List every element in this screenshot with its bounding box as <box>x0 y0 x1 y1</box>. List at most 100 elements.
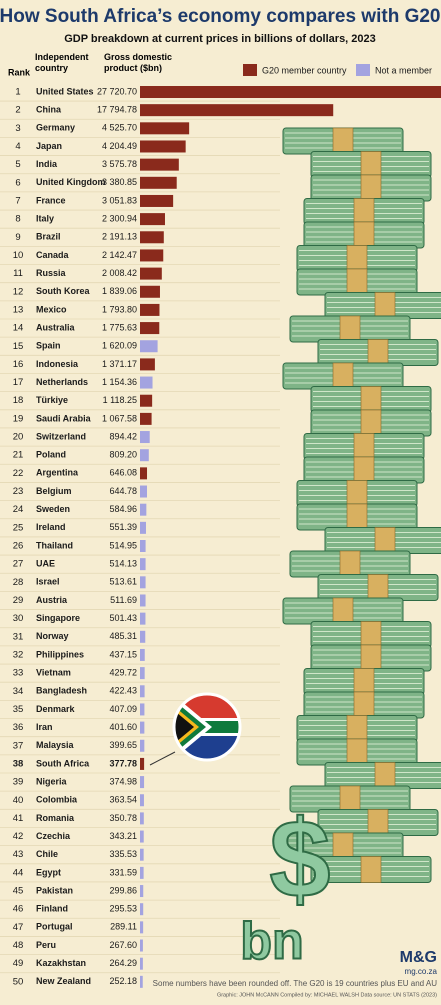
rank: 40 <box>13 795 24 806</box>
value-label: 584.96 <box>109 504 137 514</box>
bar <box>140 957 143 970</box>
country-header-box: Independent country <box>35 52 89 73</box>
country: Czechia <box>36 831 71 841</box>
country: Singapore <box>36 613 80 623</box>
bar <box>140 685 145 698</box>
bar <box>140 630 146 643</box>
money-band <box>367 574 389 601</box>
country: China <box>36 105 62 115</box>
bar <box>140 667 145 680</box>
bar <box>140 122 190 135</box>
value-label: 27 720.70 <box>97 86 137 96</box>
bar <box>140 648 145 661</box>
rank: 8 <box>15 214 20 225</box>
money-band <box>346 503 368 531</box>
value-label: 363.54 <box>109 795 137 805</box>
rank: 21 <box>13 450 24 461</box>
bar <box>140 939 143 952</box>
rank: 5 <box>15 159 20 170</box>
bar <box>140 975 143 988</box>
money-band <box>353 668 375 695</box>
bar <box>140 431 150 444</box>
rank: 30 <box>13 613 24 624</box>
country: Mexico <box>36 304 67 314</box>
bar <box>140 485 148 498</box>
value-label: 252.18 <box>109 976 137 986</box>
rank: 41 <box>13 813 24 824</box>
country: Switzerland <box>36 431 86 441</box>
flag-image <box>174 694 240 760</box>
rank: 23 <box>13 486 24 497</box>
rank: 22 <box>13 468 24 479</box>
value-label: 4 525.70 <box>102 123 137 133</box>
rank: 14 <box>13 323 24 334</box>
rank: 39 <box>13 777 24 788</box>
country: Russia <box>36 268 67 278</box>
money-band <box>367 339 389 366</box>
country: Egypt <box>36 867 61 877</box>
bar <box>140 285 160 298</box>
rank: 27 <box>13 559 24 570</box>
country: Pakistan <box>36 885 73 895</box>
pointer <box>149 751 176 766</box>
dollar-sign: $ <box>269 798 330 921</box>
value-label: 4 204.49 <box>102 141 137 151</box>
money-band <box>346 268 368 296</box>
money-band <box>374 292 396 319</box>
bar <box>140 848 144 861</box>
money-band <box>360 174 382 202</box>
value-label: 513.61 <box>109 577 137 587</box>
value-header: Gross domestic product ($bn) <box>104 52 173 73</box>
bar <box>140 703 145 716</box>
money-band <box>367 809 389 836</box>
bar <box>140 885 144 898</box>
value-label: 264.29 <box>109 958 137 968</box>
value-label: 501.43 <box>109 613 137 623</box>
bar <box>140 376 153 389</box>
bar <box>140 249 164 262</box>
rank: 37 <box>13 740 24 751</box>
rank: 26 <box>13 541 24 552</box>
value-label: 407.09 <box>109 704 137 714</box>
country: Saudi Arabia <box>36 413 92 423</box>
bar <box>140 921 144 934</box>
rank: 25 <box>13 522 24 533</box>
country: Peru <box>36 940 56 950</box>
value-label: 644.78 <box>109 486 137 496</box>
value-label: 1 067.58 <box>102 413 137 423</box>
rank: 20 <box>13 432 24 443</box>
value-label: 401.60 <box>109 722 137 732</box>
value-label: 809.20 <box>109 450 137 460</box>
money-band <box>374 762 396 789</box>
bn-text: bn <box>240 913 304 971</box>
rank: 17 <box>13 377 24 388</box>
value-label: 429.72 <box>109 667 137 677</box>
bar <box>140 194 174 207</box>
bar <box>140 449 149 462</box>
value-label: 2 008.42 <box>102 268 137 278</box>
value-label: 1 793.80 <box>102 304 137 314</box>
rank: 42 <box>13 831 24 842</box>
country: Iran <box>36 722 53 732</box>
country: Türkiye <box>36 395 68 405</box>
legend-swatch <box>243 64 257 76</box>
rank: 38 <box>13 758 24 769</box>
rank: 47 <box>13 922 24 933</box>
country: Vietnam <box>36 667 71 677</box>
rank: 50 <box>13 976 24 987</box>
money-band <box>332 597 354 625</box>
country: South Africa <box>36 758 90 768</box>
rank: 16 <box>13 359 24 370</box>
chart-title: How South Africa’s economy compares with… <box>0 6 440 27</box>
money-band <box>360 386 382 413</box>
rank: 46 <box>13 904 24 915</box>
country: Israel <box>36 577 60 587</box>
bar <box>140 866 144 879</box>
value-label: 289.11 <box>110 922 137 932</box>
bar <box>140 812 144 825</box>
rank: 13 <box>13 304 24 315</box>
bar <box>140 757 145 770</box>
value-label: 299.86 <box>109 885 137 895</box>
bar <box>140 503 147 516</box>
country: South Korea <box>36 286 90 296</box>
